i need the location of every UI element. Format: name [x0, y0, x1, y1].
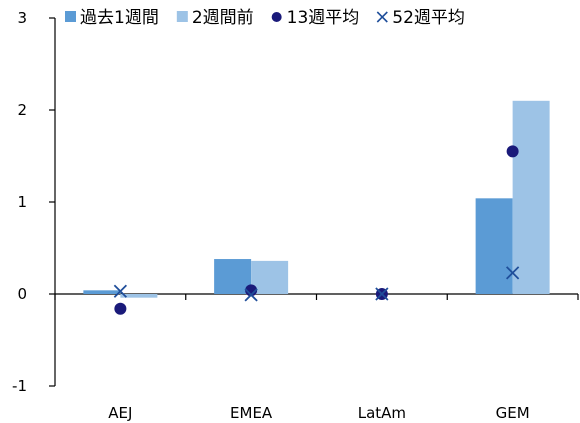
- y-tick-label: 3: [17, 9, 27, 27]
- bar-two-weeks-ago: [120, 294, 158, 298]
- legend-swatch: [376, 11, 388, 23]
- marker-52-week-average: [113, 284, 128, 298]
- bars: [83, 100, 550, 298]
- legend-label: 13週平均: [287, 8, 360, 28]
- bar-two-weeks-ago: [512, 100, 550, 294]
- legend-item: 13週平均: [271, 8, 360, 28]
- legend-item: 2週間前: [176, 8, 254, 28]
- y-tick-label: -1: [12, 377, 27, 395]
- marker-x-stroke: [375, 287, 389, 301]
- x-tick-label: LatAm: [358, 404, 406, 422]
- bar-past-1-week: [83, 290, 121, 294]
- legend-swatch: [176, 11, 188, 22]
- marker-x-stroke: [244, 288, 258, 302]
- legend-item: 過去1週間: [65, 8, 159, 28]
- marker-52-week-average: [375, 287, 389, 301]
- legend-x-stroke: [376, 11, 388, 23]
- x-tick-label: GEM: [496, 404, 530, 422]
- y-tick-label: 2: [17, 101, 27, 119]
- x-tick-label: AEJ: [108, 404, 132, 422]
- marker-52-week-average: [505, 266, 520, 280]
- legend: 過去1週間 2週間前 13週平均 52週平均: [65, 8, 465, 28]
- legend-label: 52週平均: [392, 8, 465, 28]
- x-tick-label: EMEA: [230, 404, 273, 422]
- marker-52-week-average: [244, 288, 258, 302]
- marker-13-week-average: [506, 145, 519, 158]
- bar-two-weeks-ago: [251, 260, 289, 294]
- marker-13-week-average: [245, 284, 258, 297]
- legend-swatch: [271, 12, 282, 22]
- markers: [113, 145, 520, 315]
- legend-swatch: [65, 11, 76, 22]
- legend-item: 52週平均: [376, 8, 465, 28]
- marker-13-week-average: [114, 302, 127, 315]
- tick-labels: -1 0 1 2 3 AEJ EMEA LatAm GEM: [12, 9, 530, 422]
- y-tick-label: 1: [17, 193, 27, 211]
- y-tick-label: 0: [17, 285, 27, 303]
- legend-label: 過去1週間: [80, 8, 159, 28]
- marker-x-stroke: [113, 284, 128, 298]
- marker-x-stroke: [505, 266, 520, 280]
- legend-label: 2週間前: [192, 8, 254, 28]
- bar-past-1-week: [214, 259, 252, 294]
- bar-past-1-week: [475, 198, 513, 294]
